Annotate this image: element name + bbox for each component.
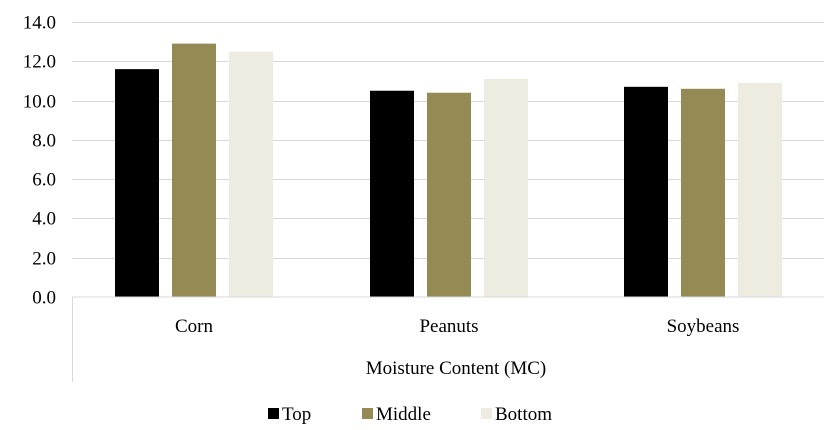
bar-middle-soybeans bbox=[681, 88, 725, 298]
legend-item-top: Top bbox=[268, 404, 311, 425]
y-tick-label: 10.0 bbox=[23, 92, 56, 113]
x-tick-label: Corn bbox=[175, 316, 214, 337]
legend-label: Top bbox=[282, 404, 311, 425]
axes bbox=[72, 296, 824, 382]
legend-item-middle: Middle bbox=[362, 404, 431, 425]
x-axis-title: Moisture Content (MC) bbox=[366, 358, 547, 379]
y-tick-label: 12.0 bbox=[23, 52, 56, 73]
bar-middle-peanuts bbox=[427, 92, 471, 297]
legend-label: Bottom bbox=[495, 404, 552, 425]
bar-top-corn bbox=[115, 69, 159, 298]
y-tick-label: 4.0 bbox=[32, 209, 56, 230]
bar-top-peanuts bbox=[370, 90, 414, 297]
bar-bottom-corn bbox=[229, 51, 273, 297]
x-tick-labels: Corn Peanuts Soybeans bbox=[175, 316, 739, 337]
legend-swatch bbox=[481, 408, 492, 419]
legend-swatch bbox=[268, 408, 279, 419]
legend-item-bottom: Bottom bbox=[481, 404, 552, 425]
y-tick-label: 6.0 bbox=[32, 170, 56, 191]
x-tick-label: Peanuts bbox=[419, 316, 478, 337]
y-tick-label: 0.0 bbox=[32, 288, 56, 309]
y-tick-label: 2.0 bbox=[32, 249, 56, 270]
legend-label: Middle bbox=[376, 404, 431, 425]
bars bbox=[115, 43, 782, 298]
legend-swatch bbox=[362, 408, 373, 419]
x-tick-label: Soybeans bbox=[667, 316, 740, 337]
bar-bottom-soybeans bbox=[738, 82, 782, 298]
y-tick-labels: 0.0 2.0 4.0 6.0 8.0 10.0 12.0 14.0 bbox=[23, 13, 56, 309]
bar-top-soybeans bbox=[624, 86, 668, 297]
legend: Top Middle Bottom bbox=[268, 404, 552, 425]
y-tick-label: 14.0 bbox=[23, 13, 56, 34]
bar-bottom-peanuts bbox=[484, 78, 528, 297]
y-tick-label: 8.0 bbox=[32, 131, 56, 152]
bar-middle-corn bbox=[172, 43, 216, 297]
